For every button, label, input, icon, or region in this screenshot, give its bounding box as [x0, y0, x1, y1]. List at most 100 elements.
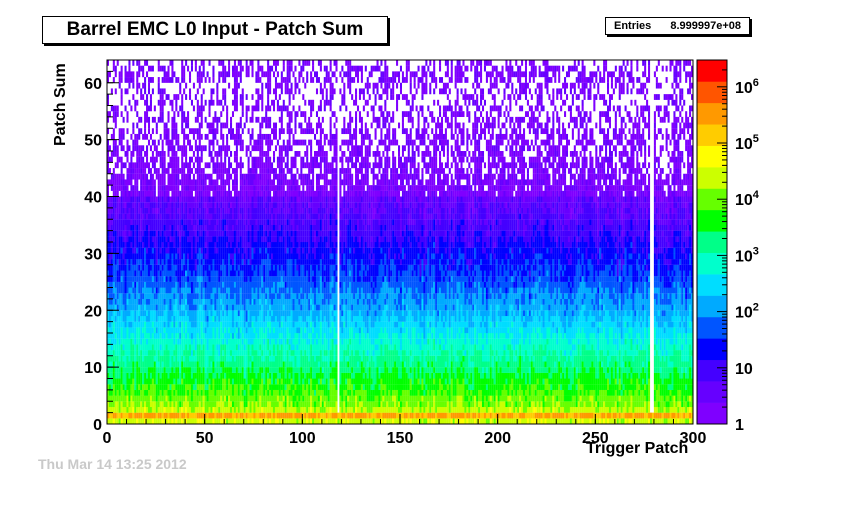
heatmap-cell — [271, 128, 274, 135]
heatmap-cell — [249, 253, 252, 260]
heatmap-cell — [257, 389, 260, 396]
heatmap-cell — [274, 406, 277, 413]
heatmap-cell — [142, 333, 145, 339]
heatmap-cell — [210, 224, 213, 231]
heatmap-cell — [175, 162, 178, 169]
heatmap-cell — [224, 99, 227, 106]
heatmap-cell — [130, 179, 133, 186]
heatmap-cell — [173, 162, 176, 169]
heatmap-cell — [272, 304, 276, 311]
heatmap-cell — [169, 304, 172, 311]
heatmap-cell — [228, 219, 231, 226]
heatmap-cell — [255, 116, 258, 123]
heatmap-cell — [165, 287, 168, 294]
heatmap-cell — [134, 378, 137, 385]
heatmap-cell — [140, 185, 143, 191]
heatmap-cell — [257, 179, 260, 186]
heatmap-cell — [120, 71, 123, 78]
heatmap-cell — [222, 259, 225, 265]
heatmap-cell — [144, 310, 147, 317]
heatmap-cell — [235, 230, 238, 237]
heatmap-cell — [190, 355, 193, 362]
heatmap-cell — [159, 418, 162, 425]
heatmap-cell — [210, 219, 213, 226]
heatmap-cell — [255, 395, 258, 402]
heatmap-cell — [263, 395, 266, 402]
heatmap-cell — [267, 378, 270, 385]
heatmap-cell — [212, 406, 215, 413]
heatmap-cell — [200, 321, 203, 328]
heatmap-cell — [198, 355, 201, 362]
heatmap-cell — [220, 367, 223, 373]
heatmap-cell — [214, 304, 217, 311]
heatmap-cell — [222, 230, 225, 237]
heatmap-cell — [200, 151, 203, 157]
heatmap-cell — [118, 77, 121, 83]
heatmap-cell — [235, 151, 238, 157]
heatmap-cell — [130, 418, 133, 425]
heatmap-cell — [263, 71, 266, 78]
heatmap-cell — [130, 77, 133, 83]
heatmap-cell — [278, 321, 281, 328]
heatmap-cell — [243, 367, 246, 373]
heatmap-cell — [280, 395, 283, 402]
heatmap-cell — [163, 338, 166, 345]
heatmap-cell — [271, 230, 274, 237]
heatmap-cell — [190, 168, 193, 174]
heatmap-cell — [108, 156, 111, 163]
heatmap-cell — [124, 367, 127, 373]
heatmap-cell — [286, 253, 289, 260]
heatmap-cell — [155, 344, 158, 351]
heatmap-cell — [147, 122, 151, 129]
heatmap-cell — [144, 367, 147, 373]
heatmap-cell — [267, 253, 270, 260]
heatmap-cell — [130, 247, 133, 254]
heatmap-cell — [286, 190, 289, 197]
heatmap-cell — [167, 151, 170, 157]
heatmap-cell — [231, 304, 235, 311]
heatmap-cell — [267, 77, 270, 83]
heatmap-cell — [169, 264, 172, 271]
heatmap-cell — [278, 207, 281, 214]
heatmap-cell — [251, 207, 254, 214]
heatmap-cell — [255, 219, 258, 226]
heatmap-cell — [247, 162, 250, 169]
heatmap-cell — [151, 378, 154, 385]
heatmap-cell — [120, 310, 123, 317]
heatmap-cell — [120, 168, 123, 174]
heatmap-cell — [126, 116, 129, 123]
heatmap-cell — [228, 401, 231, 408]
heatmap-cell — [196, 406, 199, 413]
heatmap-cell — [116, 179, 119, 186]
heatmap-cell — [222, 298, 225, 305]
heatmap-cell — [214, 207, 217, 214]
heatmap-cell — [114, 145, 117, 152]
heatmap-cell — [261, 156, 264, 163]
heatmap-cell — [153, 116, 156, 123]
heatmap-cell — [214, 162, 217, 169]
heatmap-cell — [257, 333, 260, 339]
heatmap-cell — [192, 355, 195, 362]
heatmap-cell — [153, 310, 156, 317]
heatmap-cell — [269, 242, 272, 248]
heatmap-cell — [130, 372, 133, 379]
heatmap-cell — [261, 384, 264, 390]
heatmap-cell — [114, 412, 117, 419]
heatmap-cell — [265, 344, 268, 351]
heatmap-cell — [114, 298, 117, 305]
heatmap-cell — [181, 128, 184, 135]
heatmap-cell — [134, 185, 137, 191]
heatmap-cell — [144, 60, 147, 66]
heatmap-cell — [136, 213, 139, 220]
heatmap-cell — [202, 213, 205, 220]
heatmap-cell — [276, 236, 279, 243]
heatmap-cell — [146, 344, 149, 351]
heatmap-cell — [159, 242, 162, 248]
heatmap-cell — [271, 185, 274, 191]
heatmap-cell — [210, 293, 213, 299]
heatmap-cell — [185, 321, 188, 328]
heatmap-cell — [122, 395, 125, 402]
heatmap-cell — [210, 253, 213, 260]
heatmap-cell — [198, 247, 201, 254]
heatmap-cell — [247, 304, 250, 311]
